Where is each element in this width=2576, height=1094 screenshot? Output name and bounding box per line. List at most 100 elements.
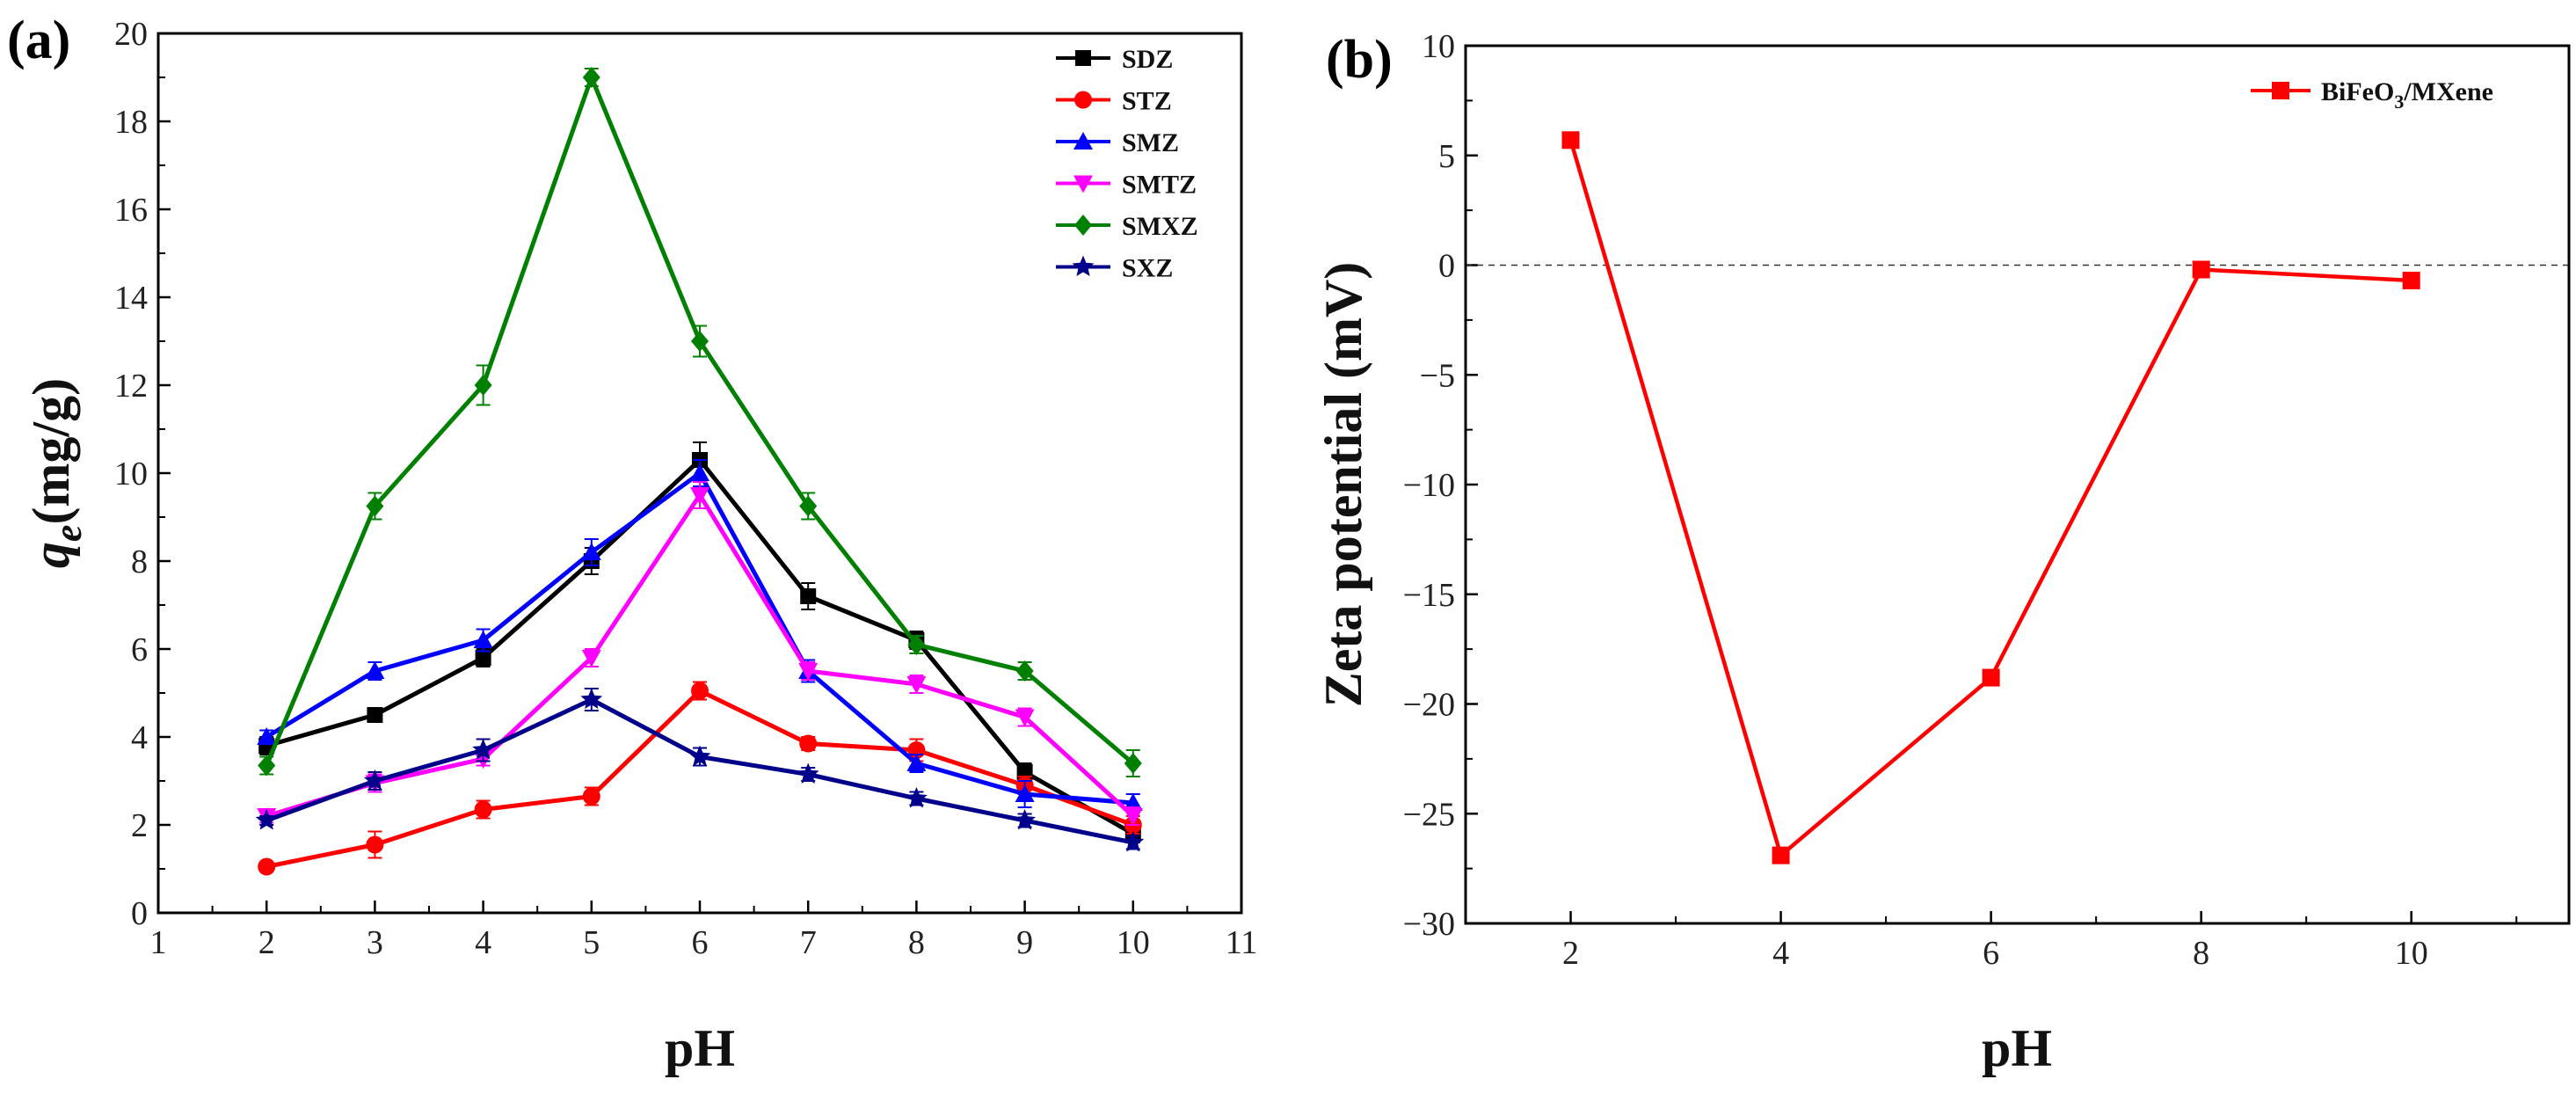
series-smxz-point bbox=[474, 375, 492, 396]
panel-b-legend: BiFeO3/MXene bbox=[2251, 77, 2493, 113]
series-sxz-point bbox=[688, 745, 711, 766]
series-stz-point bbox=[366, 835, 384, 854]
legend-bifeo: BiFeO bbox=[2321, 77, 2394, 106]
legend-smxz-label: SMXZ bbox=[1122, 212, 1198, 241]
series-bifeo3-mxene-point bbox=[2192, 260, 2210, 279]
panel-a-xtick-label: 1 bbox=[150, 924, 167, 961]
series-smxz-point bbox=[907, 634, 926, 655]
panel-b-ytick-label: −30 bbox=[1403, 906, 1455, 943]
panel-a-ylabel: qe(mg/g) bbox=[22, 378, 90, 568]
series-sxz-line bbox=[266, 697, 1134, 845]
panel-a-label: (a) bbox=[7, 11, 70, 70]
series-smxz-point bbox=[691, 331, 709, 352]
series-smxz bbox=[258, 67, 1142, 777]
panel-a-xtick-label: 6 bbox=[692, 924, 709, 961]
series-sxz-point bbox=[797, 762, 819, 784]
panel-a-ytick-label: 0 bbox=[131, 895, 148, 932]
panel-b-ytick-label: 5 bbox=[1438, 138, 1455, 175]
panel-b-ylabel: Zeta potential (mV) bbox=[1314, 262, 1372, 708]
series-smxz-point bbox=[1124, 753, 1142, 774]
series-smz-point bbox=[473, 631, 493, 648]
series-bifeo3-mxene-point bbox=[1982, 668, 2000, 687]
legend-sxz-marker bbox=[1072, 255, 1095, 276]
series-stz-point bbox=[474, 800, 492, 819]
legend-mxene: /MXene bbox=[2403, 77, 2493, 106]
panel-a-legend: SDZ STZ SMZ SMTZ SMXZ SXZ bbox=[1056, 45, 1198, 283]
series-bifeo3-mxene-point bbox=[2402, 271, 2420, 289]
series-smz-point bbox=[365, 661, 385, 679]
series-sdz-point bbox=[367, 707, 383, 723]
panel-a-xtick-label: 7 bbox=[800, 924, 817, 961]
legend-smtz-label: SMTZ bbox=[1122, 171, 1197, 200]
series-smz bbox=[257, 459, 1143, 813]
legend-sdz-label: SDZ bbox=[1122, 45, 1173, 74]
legend-stz-label: STZ bbox=[1122, 87, 1172, 116]
panel-b-xtick-label: 10 bbox=[2395, 935, 2428, 972]
panel-a-ytick-label: 8 bbox=[131, 543, 148, 580]
series-smtz-point bbox=[1123, 808, 1143, 826]
panel-a-frame bbox=[156, 32, 1243, 915]
panel-b-axes: 2 4 6 8 10 −30 −25 −20 −15 −10 −5 0 5 10 bbox=[1403, 28, 2518, 972]
series-sxz-point bbox=[472, 739, 494, 760]
panel-b-ytick-label: −20 bbox=[1403, 687, 1455, 724]
series-smxz-line bbox=[264, 75, 1135, 767]
panel-b-legend-label: BiFeO3/MXene bbox=[2321, 77, 2493, 113]
series-smtz bbox=[257, 481, 1143, 826]
panel-b: (b) 2 4 6 8 10 −30 −25 −20 −15 −10 −5 0 5 10 pH Zeta … bbox=[1314, 28, 2571, 1077]
panel-b-ytick-label: −25 bbox=[1403, 796, 1455, 833]
panel-a-xtick-label: 4 bbox=[475, 924, 491, 961]
series-sxz-point bbox=[1014, 809, 1036, 830]
series-sxz-point bbox=[1122, 831, 1145, 852]
series-sdz-point bbox=[800, 588, 817, 604]
series-stz-point bbox=[691, 682, 709, 700]
panel-a-xtick-label: 11 bbox=[1226, 924, 1258, 961]
panel-b-frame bbox=[1464, 44, 2571, 925]
series-bifeo3-mxene bbox=[1561, 131, 2420, 864]
series-sxz-point bbox=[906, 787, 928, 808]
legend-bifeo-sub: 3 bbox=[2394, 91, 2404, 113]
panel-b-label: (b) bbox=[1326, 30, 1393, 90]
series-smz-point bbox=[257, 727, 277, 745]
panel-a-xlabel: pH bbox=[665, 1019, 735, 1077]
panel-a-xtick-label: 5 bbox=[583, 924, 600, 961]
panel-a-xtick-label: 10 bbox=[1117, 924, 1150, 961]
panel-a-ytick-label: 4 bbox=[131, 719, 148, 756]
series-bifeo3-mxene-point bbox=[1561, 131, 1580, 150]
series-smxz-point bbox=[582, 67, 600, 88]
legend-smxz-marker bbox=[1074, 215, 1092, 236]
panel-a-xtick-label: 8 bbox=[908, 924, 925, 961]
series-smtz-point bbox=[798, 663, 819, 681]
series-sxz bbox=[255, 688, 1145, 852]
series-bifeo3-mxene-point bbox=[1772, 846, 1790, 864]
legend-sxz-label: SXZ bbox=[1122, 254, 1173, 283]
panel-b-ytick-label: −10 bbox=[1403, 467, 1455, 504]
series-smtz-point bbox=[906, 676, 927, 694]
panel-b-ytick-label: −5 bbox=[1420, 357, 1455, 394]
panel-a-ytick-label: 12 bbox=[114, 368, 148, 405]
panel-b-series bbox=[1561, 131, 2420, 864]
panel-b-legend-marker bbox=[2272, 82, 2289, 99]
series-smz-point bbox=[1015, 784, 1035, 802]
panel-b-ytick-label: 10 bbox=[1422, 28, 1455, 65]
series-smz-point bbox=[906, 754, 927, 771]
panel-a-ytick-label: 20 bbox=[114, 16, 148, 53]
panel-a-ytick-label: 16 bbox=[114, 192, 148, 229]
series-smxz-point bbox=[258, 755, 276, 777]
panel-b-xtick-label: 4 bbox=[1772, 935, 1789, 972]
series-sxz-point bbox=[580, 688, 603, 709]
series-sxz-point bbox=[255, 809, 278, 830]
panel-a-xtick-label: 3 bbox=[367, 924, 383, 961]
legend-sdz-marker bbox=[1075, 50, 1091, 66]
panel-a-series bbox=[255, 67, 1145, 876]
panel-b-ytick-label: 0 bbox=[1438, 248, 1455, 285]
panel-a-ylabel-rest: (mg/g) bbox=[22, 378, 80, 525]
legend-smtz-marker bbox=[1073, 175, 1093, 193]
series-sdz-point bbox=[475, 650, 491, 666]
series-sxz-point bbox=[364, 769, 386, 791]
panel-a-ylabel-main: q bbox=[22, 542, 80, 568]
panel-a-ytick-label: 18 bbox=[114, 104, 148, 141]
series-smxz-point bbox=[366, 495, 384, 517]
